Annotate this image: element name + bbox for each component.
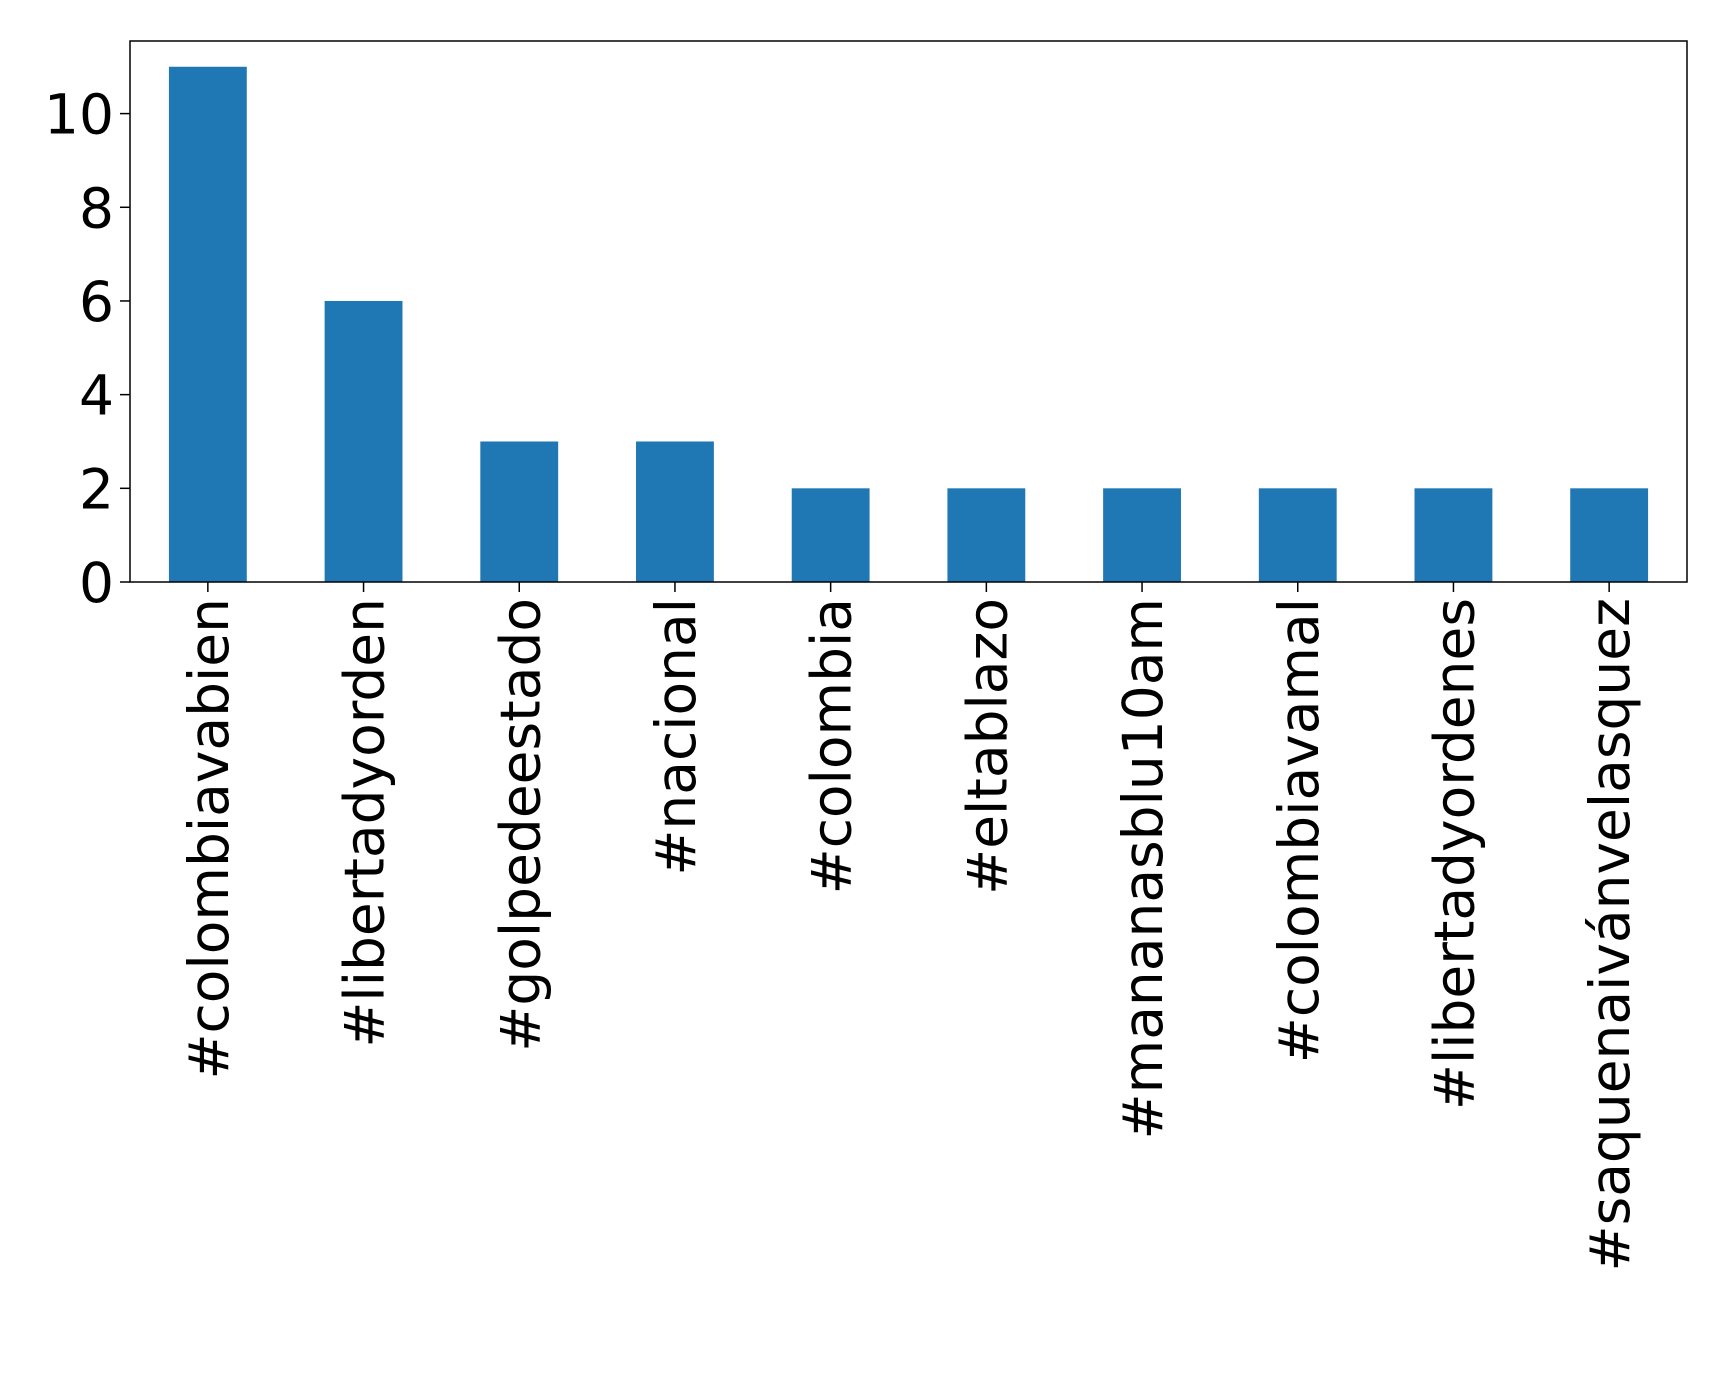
y-tick-label: 6 [79,270,114,334]
y-tick-label: 4 [79,364,114,428]
y-tick-label: 10 [44,83,114,147]
y-tick-label: 8 [79,176,114,240]
y-tick-label: 0 [79,551,114,615]
x-tick-label: #colombiavabien [177,598,241,1080]
bar [1258,488,1337,582]
x-tick-label: #mananasblu10am [1111,598,1175,1139]
x-tick-label: #saquenaivánvelasquez [1578,598,1642,1272]
x-tick-label: #libertadyordenes [1422,598,1486,1110]
bar [636,441,714,582]
x-tick-label: #nacional [644,598,708,876]
bar [324,300,403,582]
y-tick-label: 2 [79,457,114,521]
x-tick-label: #libertadyorden [333,598,397,1048]
x-tick-label: #colombia [800,598,864,894]
x-tick-label: #golpedeestado [488,598,552,1052]
bar [1414,488,1493,582]
bar [168,66,247,582]
bar [1103,488,1181,582]
x-tick-label: #eltablazo [955,598,1019,895]
x-tick-label: #colombiavamal [1267,598,1331,1063]
bar [480,441,559,582]
bar [947,488,1026,582]
bar [791,488,870,582]
bar [1570,488,1649,582]
plot-frame [129,40,1688,583]
